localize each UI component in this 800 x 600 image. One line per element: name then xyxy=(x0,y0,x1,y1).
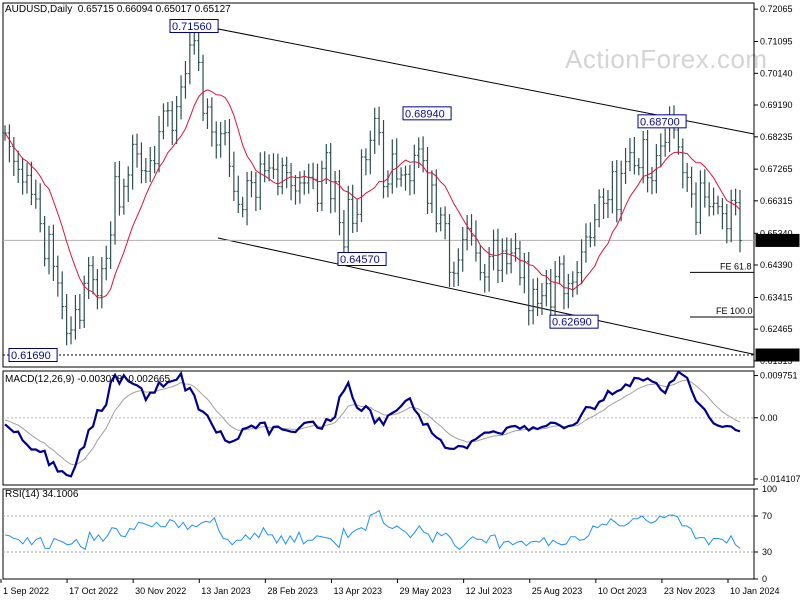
rsi-pane-frame xyxy=(2,488,755,580)
watermark-text: ActionForex.com xyxy=(565,44,768,74)
x-axis-label: 29 May 2023 xyxy=(400,586,452,596)
price-axis-label: 0.62465 xyxy=(760,324,793,334)
price-axis-label: 0.72065 xyxy=(760,4,793,14)
rsi-axis-label: 100 xyxy=(762,484,777,494)
x-axis-label: 25 Aug 2023 xyxy=(532,586,583,596)
price-axis-label: 0.66315 xyxy=(760,196,793,206)
fibo-label: FE 61.8 xyxy=(720,261,752,271)
macd-line xyxy=(4,370,741,478)
swing-label-box xyxy=(637,114,687,129)
x-axis-label: 13 Jan 2023 xyxy=(201,586,251,596)
x-axis-label: 10 Jan 2024 xyxy=(730,586,780,596)
swing-label: 0.71560 xyxy=(172,21,212,33)
macd-pane-frame xyxy=(2,370,755,486)
support-price-label-box xyxy=(755,348,800,362)
price-axis-label: 0.67265 xyxy=(760,164,793,174)
price-axis-label: 0.70140 xyxy=(760,68,793,78)
last-price-label-box xyxy=(755,233,800,247)
macd-axis-label: -0.014107 xyxy=(760,474,800,484)
ohlc-readout: 0.65715 0.66094 0.65017 0.65127 xyxy=(77,4,231,15)
rsi-axis-label: 0 xyxy=(762,574,767,584)
rsi-title: RSI(14) 34.1006 xyxy=(5,489,79,500)
price-axis-label: 0.69190 xyxy=(760,100,793,110)
macd-signal-line xyxy=(4,379,741,466)
x-axis-label: 10 Oct 2023 xyxy=(598,586,647,596)
price-axis-label: 0.71095 xyxy=(760,37,793,47)
price-axis-label: 0.63415 xyxy=(760,293,793,303)
rsi-axis-label: 70 xyxy=(762,511,772,521)
macd-axis-label: 0.00 xyxy=(760,413,778,423)
swing-label-box xyxy=(169,19,219,33)
rsi-line xyxy=(4,509,741,551)
macd-title: MACD(12,26,9) -0.003078 -0.002665 xyxy=(5,374,171,385)
swing-label: 0.62690 xyxy=(552,317,592,329)
support-price-label: 0.61690 xyxy=(759,350,792,360)
channel-lower-line xyxy=(217,237,755,355)
swing-label-box xyxy=(549,314,599,329)
swing-label-box xyxy=(337,252,387,266)
price-axis-label: 0.68235 xyxy=(760,132,793,142)
x-axis-label: 17 Oct 2022 xyxy=(69,586,118,596)
x-axis-label: 28 Feb 2023 xyxy=(267,586,318,596)
macd-axis-label: 0.009751 xyxy=(760,371,798,381)
swing-label: 0.68700 xyxy=(640,116,680,128)
price-pane-frame xyxy=(2,2,755,368)
moving-average-line xyxy=(4,89,741,299)
swing-label: 0.64570 xyxy=(340,254,380,266)
swing-label: 0.61690 xyxy=(11,350,51,362)
price-axis-label: 0.65340 xyxy=(760,228,793,238)
swing-label: 0.68940 xyxy=(405,108,445,120)
price-axis-label: 0.64390 xyxy=(760,260,793,270)
chart-header: AUDUSD,Daily 0.65715 0.66094 0.65017 0.6… xyxy=(5,4,231,15)
swing-label-box xyxy=(8,348,58,362)
x-axis-label: 1 Sep 2022 xyxy=(3,586,49,596)
x-axis-label: 23 Nov 2023 xyxy=(664,586,715,596)
x-axis-label: 12 Jul 2023 xyxy=(466,586,513,596)
symbol-label: AUDUSD,Daily xyxy=(5,4,73,15)
fibo-label: FE 100.0 xyxy=(716,306,753,316)
swing-label-box xyxy=(402,106,452,121)
x-axis-label: 30 Nov 2022 xyxy=(135,586,186,596)
rsi-axis-label: 30 xyxy=(762,547,772,557)
last-price-label: 0.65127 xyxy=(759,235,792,245)
x-axis-label: 13 Apr 2023 xyxy=(333,586,382,596)
